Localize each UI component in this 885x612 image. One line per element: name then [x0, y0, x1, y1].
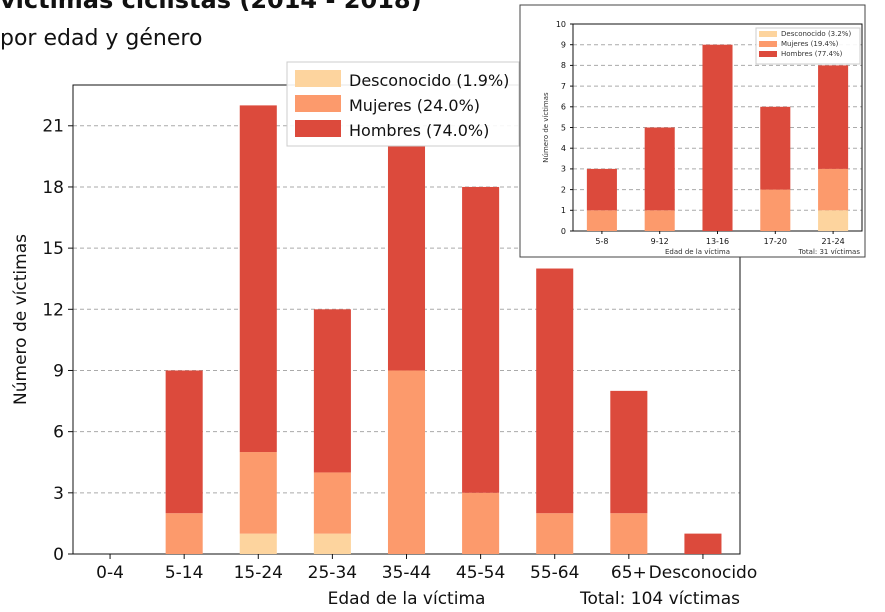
bar-hombres-13-16 — [702, 44, 733, 232]
chart-subtitle: por edad y género — [0, 26, 203, 51]
y-tick-label: 10 — [556, 20, 566, 29]
y-tick-label: 9 — [561, 41, 566, 50]
y-axis-label: Número de víctimas — [542, 92, 550, 163]
x-tick-label: Desconocido — [649, 563, 758, 583]
bar-mujeres-17-20 — [760, 189, 791, 231]
bar-hombres-21-24 — [818, 65, 849, 169]
y-tick-label: 8 — [561, 61, 566, 70]
chart-title: víctimas ciclistas (2014 - 2018) — [0, 0, 422, 14]
bar-hombres-Desconocido — [684, 533, 722, 554]
x-axis-label: Edad de la víctima — [665, 248, 730, 256]
bar-hombres-25-34 — [313, 309, 351, 473]
bar-mujeres-25-34 — [313, 472, 351, 534]
bar-hombres-65+ — [610, 390, 648, 514]
legend-swatch-mujeres — [759, 41, 777, 47]
bar-hombres-45-54 — [462, 186, 500, 493]
x-tick-label: 25-34 — [308, 563, 357, 583]
y-tick-label: 2 — [561, 185, 566, 194]
y-tick-label: 6 — [561, 103, 566, 112]
bar-mujeres-5-8 — [586, 210, 617, 231]
legend-label-mujeres: Mujeres (24.0%) — [349, 96, 480, 115]
legend-label-mujeres: Mujeres (19.4%) — [781, 40, 839, 48]
bar-mujeres-45-54 — [462, 492, 500, 554]
y-tick-label: 0 — [53, 545, 64, 565]
bar-mujeres-55-64 — [536, 513, 574, 554]
y-tick-label: 7 — [561, 82, 566, 91]
legend-label-desconocido: Desconocido (1.9%) — [349, 71, 509, 90]
bar-desconocido-21-24 — [818, 210, 849, 231]
legend-swatch-mujeres — [295, 95, 341, 112]
x-tick-label: 35-44 — [382, 563, 431, 583]
y-tick-label: 1 — [561, 206, 566, 215]
x-tick-label: 45-54 — [456, 563, 505, 583]
bar-mujeres-5-14 — [165, 513, 203, 554]
x-tick-label: 17-20 — [764, 237, 787, 246]
bar-mujeres-35-44 — [387, 370, 426, 554]
bar-hombres-17-20 — [760, 106, 791, 190]
legend-swatch-desconocido — [759, 31, 777, 37]
y-tick-label: 18 — [42, 178, 64, 198]
x-tick-label: 15-24 — [234, 563, 283, 583]
bar-mujeres-21-24 — [818, 168, 849, 211]
y-axis-label: Número de víctimas — [11, 234, 31, 405]
x-tick-label: 9-12 — [651, 237, 669, 246]
bar-mujeres-9-12 — [644, 210, 675, 231]
bar-hombres-5-14 — [165, 370, 203, 514]
x-tick-label: 0-4 — [96, 563, 124, 583]
y-tick-label: 15 — [42, 239, 64, 259]
legend: Desconocido (1.9%) Mujeres (24.0%) Hombres… — [286, 61, 520, 147]
y-tick-label: 12 — [42, 300, 64, 320]
legend: Desconocido (3.2%) Mujeres (19.4%) Hombres… — [755, 27, 861, 65]
y-tick-label: 3 — [53, 484, 64, 504]
x-axis-label: Edad de la víctima — [328, 589, 486, 609]
inset-chart-group: 0 1 2 3 4 5 6 7 8 9 10 5-8 9-12 13-16 17-20 21-24 Edad d… — [519, 4, 866, 258]
y-tick-label: 4 — [561, 144, 566, 153]
bar-hombres-9-12 — [644, 127, 675, 211]
legend-swatch-hombres — [295, 120, 341, 137]
total-label: Total: 31 víctimas — [798, 248, 861, 256]
legend-swatch-hombres — [759, 51, 777, 57]
legend-label-hombres: Hombres (77.4%) — [781, 50, 843, 58]
total-label: Total: 104 víctimas — [579, 589, 740, 609]
x-tick-label: 5-14 — [165, 563, 204, 583]
y-tick-label: 5 — [561, 123, 566, 132]
legend-label-hombres: Hombres (74.0%) — [349, 121, 489, 140]
y-tick-label: 6 — [53, 423, 64, 443]
x-tick-label: 21-24 — [821, 237, 844, 246]
x-tick-label: 55-64 — [530, 563, 579, 583]
bar-mujeres-65+ — [610, 513, 648, 554]
x-tick-label: 65+ — [611, 563, 647, 583]
bar-hombres-15-24 — [239, 105, 277, 453]
bar-desconocido-25-34 — [313, 533, 351, 554]
y-tick-label: 21 — [42, 117, 64, 137]
bar-hombres-55-64 — [536, 268, 574, 514]
bar-mujeres-15-24 — [239, 452, 277, 534]
y-tick-label: 0 — [561, 227, 566, 236]
legend-swatch-desconocido — [295, 70, 341, 87]
bar-hombres-5-8 — [586, 168, 617, 211]
x-tick-label: 5-8 — [595, 237, 608, 246]
x-tick-label: 13-16 — [706, 237, 729, 246]
legend-label-desconocido: Desconocido (3.2%) — [781, 30, 851, 38]
bar-desconocido-15-24 — [239, 533, 277, 554]
y-tick-label: 9 — [53, 361, 64, 381]
y-tick-label: 3 — [561, 165, 566, 174]
bar-hombres-35-44 — [387, 146, 426, 371]
